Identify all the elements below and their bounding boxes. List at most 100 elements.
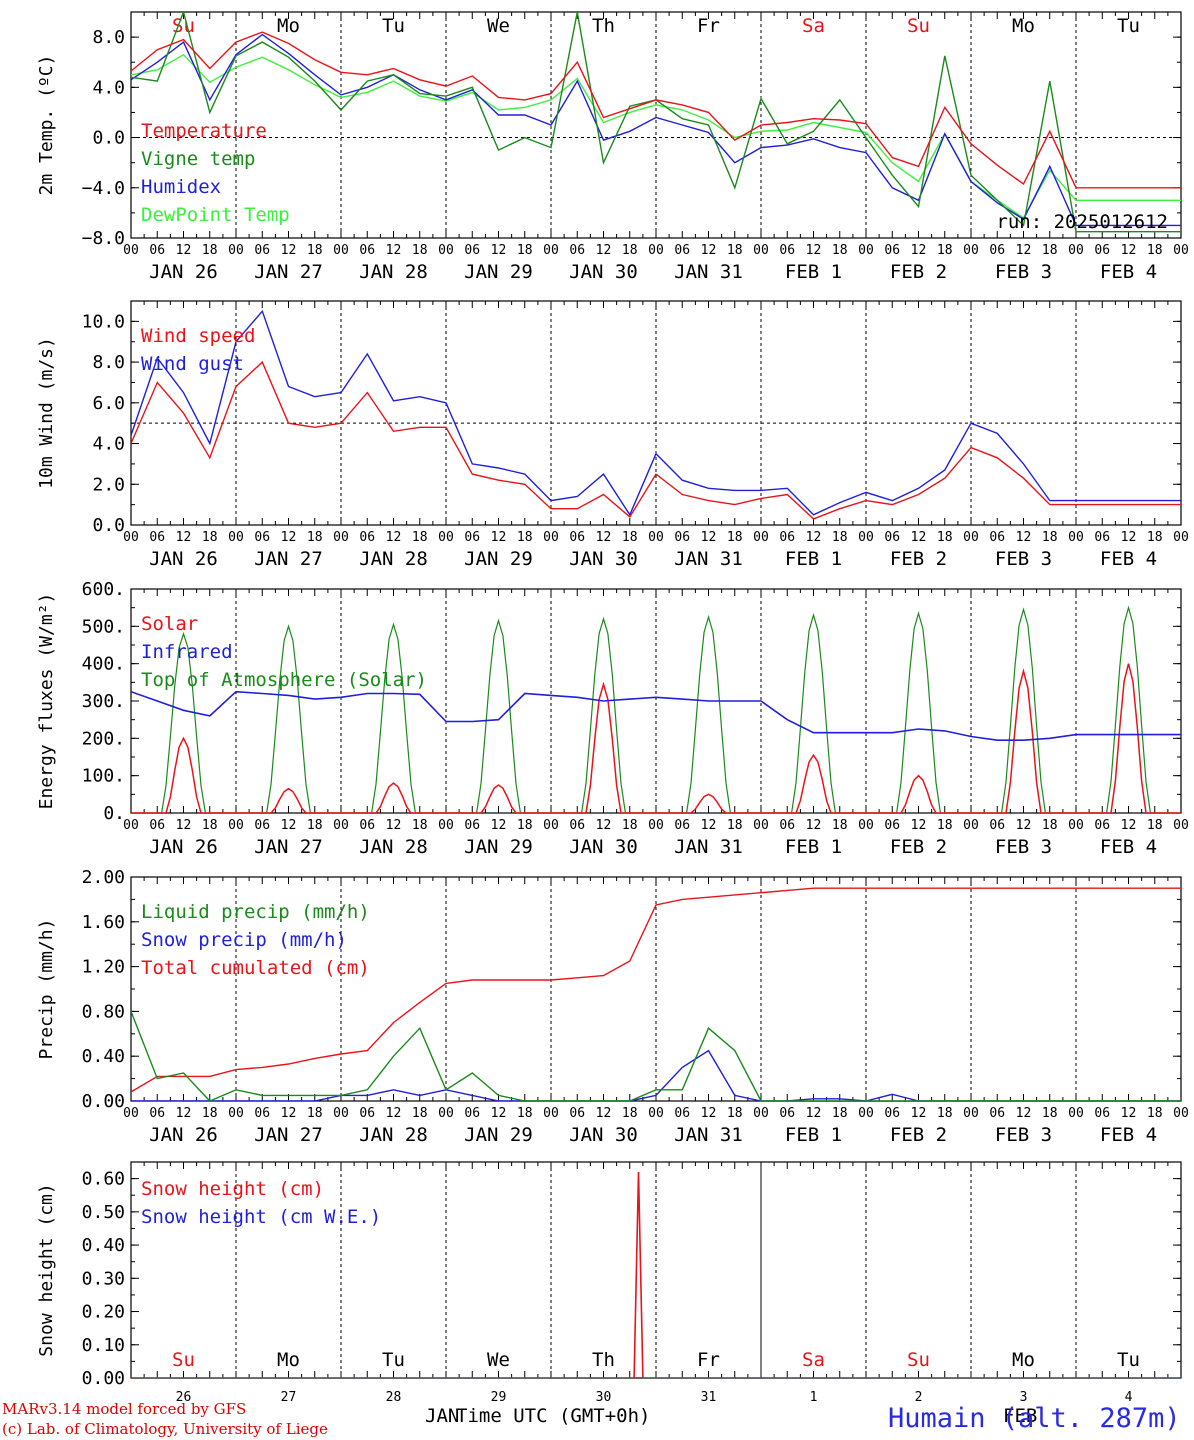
x-tick-label: 06	[1094, 818, 1110, 833]
y-tick-label: 600.	[82, 579, 125, 600]
x-tick-label: 00	[438, 243, 454, 258]
x-tick-label: 18	[832, 1106, 848, 1121]
y-axis-label: 10m Wind (m/s)	[36, 337, 57, 489]
date-label: JAN 29	[464, 548, 533, 570]
x-tick-label: 18	[1147, 818, 1163, 833]
x-tick-label: 18	[1147, 243, 1163, 258]
x-tick-label: 06	[1094, 243, 1110, 258]
x-tick-label: 06	[254, 1106, 270, 1121]
x-tick-label: 12	[596, 243, 612, 258]
x-tick-label: 06	[149, 1106, 165, 1121]
date-label: FEB 1	[785, 261, 842, 283]
x-tick-label: 18	[307, 818, 323, 833]
date-label: FEB 3	[995, 548, 1052, 570]
x-tick-label: 12	[491, 818, 507, 833]
x-tick-label: 12	[596, 1106, 612, 1121]
x-tick-label: 06	[464, 530, 480, 545]
x-tick-label: 12	[281, 243, 297, 258]
x-tick-label: 06	[464, 243, 480, 258]
date-label: FEB 3	[995, 261, 1052, 283]
x-tick-label: 06	[569, 1106, 585, 1121]
date-label: JAN 31	[674, 261, 743, 283]
x-tick-label: 06	[989, 530, 1005, 545]
x-tick-label: 00	[1173, 530, 1189, 545]
day-number-label: 31	[701, 1390, 717, 1405]
weekday-label: Su	[172, 1349, 195, 1371]
x-tick-label: 00	[753, 243, 769, 258]
x-tick-label: 06	[1094, 530, 1110, 545]
x-tick-label: 18	[727, 1106, 743, 1121]
weekday-label: Mo	[1012, 15, 1035, 37]
legend-entry: Total cumulated (cm)	[141, 957, 370, 979]
weekday-label: Tu	[382, 1349, 405, 1371]
x-tick-label: 18	[202, 530, 218, 545]
series-line-total-cumulated-cm-	[131, 887, 1181, 1093]
x-tick-label: 06	[149, 243, 165, 258]
x-tick-label: 12	[1121, 530, 1137, 545]
x-tick-label: 12	[911, 243, 927, 258]
x-tick-label: 18	[937, 818, 953, 833]
y-tick-label: 100.	[82, 766, 125, 787]
x-tick-label: 18	[832, 530, 848, 545]
x-tick-label: 18	[937, 1106, 953, 1121]
series-line-wind-gust	[131, 309, 1181, 517]
x-tick-label: 00	[543, 818, 559, 833]
x-tick-label: 06	[569, 243, 585, 258]
x-tick-label: 06	[989, 243, 1005, 258]
x-tick-label: 18	[1147, 530, 1163, 545]
x-tick-label: 18	[727, 530, 743, 545]
weekday-label: Th	[592, 15, 615, 37]
x-tick-label: 18	[517, 1106, 533, 1121]
x-tick-label: 00	[543, 1106, 559, 1121]
weekday-label: Fr	[697, 15, 720, 37]
x-tick-label: 00	[963, 818, 979, 833]
x-axis-title: Time UTC (GMT+0h)	[456, 1405, 650, 1427]
x-tick-label: 12	[491, 1106, 507, 1121]
y-tick-label: 400.	[82, 654, 125, 675]
x-tick-label: 18	[517, 243, 533, 258]
y-tick-label: 0.10	[82, 1335, 125, 1356]
x-tick-label: 12	[386, 1106, 402, 1121]
date-label: FEB 2	[890, 261, 947, 283]
x-tick-label: 12	[176, 818, 192, 833]
y-tick-label: 0.60	[82, 1169, 125, 1190]
weekday-label: Su	[907, 1349, 930, 1371]
x-tick-label: 12	[911, 818, 927, 833]
y-tick-label: 2.00	[82, 867, 125, 888]
x-tick-label: 18	[307, 530, 323, 545]
x-tick-label: 00	[438, 530, 454, 545]
weekday-label: Sa	[802, 15, 825, 37]
x-tick-label: 06	[254, 530, 270, 545]
x-tick-label: 00	[1068, 1106, 1084, 1121]
y-axis-label: 2m Temp. (ºC)	[36, 55, 57, 196]
x-tick-label: 18	[412, 243, 428, 258]
x-tick-label: 06	[674, 1106, 690, 1121]
y-axis-label: Snow height (cm)	[36, 1183, 57, 1356]
legend-entry: Snow height (cm W.E.)	[141, 1206, 381, 1228]
weekday-label: We	[487, 1349, 510, 1371]
panel-flux: 600. 500. 400. 300. 200. 100. 0. Energy fluxes …	[36, 579, 1189, 858]
legend-entry: Snow height (cm)	[141, 1178, 324, 1200]
x-tick-label: 00	[123, 818, 139, 833]
day-number-label: 2	[915, 1390, 923, 1405]
date-label: JAN 30	[569, 836, 638, 858]
x-tick-label: 00	[333, 1106, 349, 1121]
weekday-label: Mo	[277, 15, 300, 37]
x-tick-label: 12	[806, 530, 822, 545]
x-tick-label: 12	[281, 1106, 297, 1121]
date-label: JAN 27	[254, 261, 323, 283]
x-tick-label: 18	[727, 243, 743, 258]
x-tick-label: 00	[858, 1106, 874, 1121]
date-label: JAN 28	[359, 261, 428, 283]
x-tick-label: 18	[727, 818, 743, 833]
x-tick-label: 18	[202, 818, 218, 833]
weekday-label: We	[487, 15, 510, 37]
x-tick-label: 12	[1016, 1106, 1032, 1121]
date-label: JAN 27	[254, 836, 323, 858]
date-label: JAN 30	[569, 1124, 638, 1146]
x-tick-label: 06	[884, 818, 900, 833]
series-line-snow-height-cm-	[131, 1171, 1181, 1378]
x-tick-label: 00	[648, 243, 664, 258]
day-number-label: 1	[810, 1390, 818, 1405]
legend-entry: Wind gust	[141, 353, 244, 375]
